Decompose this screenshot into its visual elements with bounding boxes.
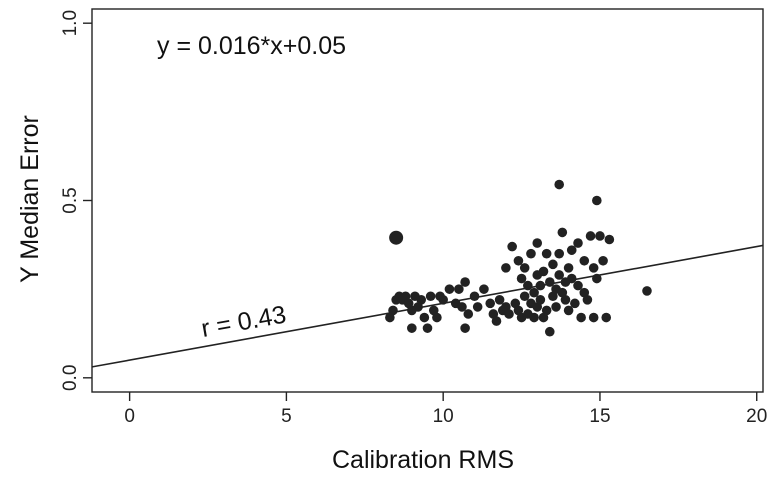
data-point — [595, 231, 605, 241]
y-tick-label: 0.0 — [60, 365, 81, 391]
data-point — [432, 312, 442, 323]
data-point — [554, 248, 564, 259]
data-point — [544, 277, 555, 287]
regression-equation: y = 0.016*x+0.05 — [157, 32, 346, 60]
data-point — [566, 273, 577, 284]
data-point — [485, 298, 496, 309]
data-point — [541, 248, 552, 259]
x-tick-label: 20 — [746, 406, 767, 427]
data-point — [592, 273, 602, 284]
x-tick-label: 0 — [124, 406, 135, 427]
data-point — [444, 284, 455, 294]
regression-line — [92, 244, 763, 368]
data-point — [554, 179, 564, 190]
data-point — [532, 238, 543, 248]
data-point — [601, 312, 612, 323]
data-point — [557, 227, 568, 238]
data-point — [573, 280, 583, 291]
data-point — [538, 266, 549, 277]
data-point — [463, 309, 474, 319]
data-point — [548, 259, 558, 270]
y-axis-title: Y Median Error — [16, 115, 44, 283]
data-point — [544, 326, 555, 337]
plot-area — [92, 179, 763, 368]
data-point — [604, 234, 615, 245]
data-point — [535, 294, 546, 305]
y-tick-label: 0.5 — [60, 187, 81, 213]
data-point — [425, 291, 436, 302]
data-point — [460, 277, 470, 287]
data-point — [563, 263, 574, 273]
data-point — [460, 323, 470, 333]
correlation-label: r = 0.43 — [199, 300, 288, 342]
data-point — [573, 238, 583, 248]
data-point — [582, 294, 593, 305]
data-point — [507, 241, 517, 252]
data-point — [598, 255, 608, 266]
data-point — [419, 312, 430, 323]
x-tick-label: 5 — [281, 406, 292, 427]
data-point — [592, 195, 602, 206]
data-point — [501, 263, 511, 273]
data-point — [585, 231, 596, 241]
outlier-point — [389, 230, 404, 245]
data-point — [479, 284, 489, 294]
data-point — [472, 302, 483, 312]
data-point — [494, 294, 505, 305]
data-point — [407, 323, 417, 333]
data-point — [516, 273, 527, 284]
data-point — [422, 323, 433, 333]
x-tick-label: 10 — [433, 406, 454, 427]
data-point — [570, 298, 580, 309]
data-point — [535, 280, 546, 291]
axes: 0 5 10 15 20 0.0 0.5 1.0 — [60, 8, 767, 427]
plot-frame — [91, 8, 764, 393]
data-point — [560, 294, 571, 305]
data-point — [576, 312, 586, 323]
data-point — [513, 255, 524, 266]
data-point — [579, 255, 590, 266]
data-point — [519, 263, 530, 273]
data-point — [491, 316, 502, 326]
data-point — [469, 291, 480, 302]
data-point — [523, 280, 533, 291]
data-point — [588, 263, 599, 273]
data-point — [454, 284, 464, 294]
data-point — [563, 305, 574, 316]
data-point — [519, 291, 530, 302]
x-axis-title: Calibration RMS — [332, 446, 514, 474]
data-point — [554, 270, 564, 280]
data-point — [541, 305, 552, 316]
data-point — [529, 312, 539, 323]
data-point — [416, 294, 427, 305]
data-point — [588, 312, 599, 323]
data-point — [388, 305, 398, 316]
data-point — [504, 309, 514, 319]
x-tick-label: 15 — [589, 406, 610, 427]
data-point — [457, 302, 467, 312]
y-tick-label: 1.0 — [60, 10, 81, 36]
data-point — [642, 286, 652, 296]
data-point — [529, 287, 539, 298]
data-point — [438, 294, 448, 305]
data-point — [551, 302, 561, 312]
data-point — [566, 245, 577, 255]
data-point — [526, 248, 536, 259]
